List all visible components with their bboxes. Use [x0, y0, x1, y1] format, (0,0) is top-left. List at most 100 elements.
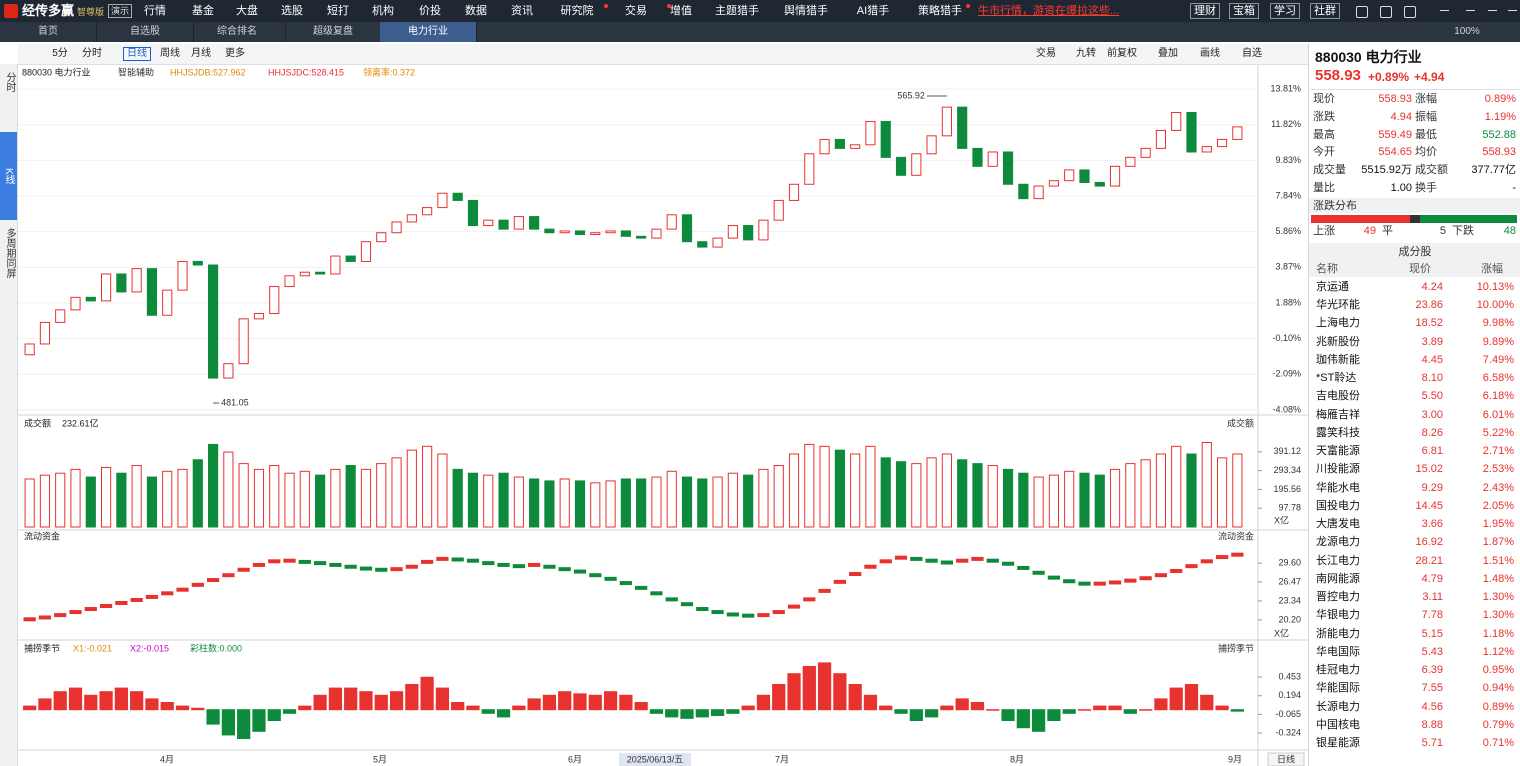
bar: [941, 453, 952, 528]
bar: [986, 709, 1000, 711]
window-control[interactable]: [1466, 10, 1475, 11]
bar: [758, 468, 769, 528]
menu-item[interactable]: 基金: [192, 5, 214, 17]
stock-name[interactable]: 南网能源: [1316, 572, 1360, 585]
stock-name[interactable]: 上海电力: [1316, 317, 1360, 330]
quote-label: 量比: [1313, 182, 1335, 194]
menu-item[interactable]: 研究院: [560, 5, 594, 17]
candle: [1079, 169, 1090, 183]
menu-item[interactable]: 大盘: [236, 5, 258, 17]
tab[interactable]: 电力行业: [380, 22, 477, 42]
stock-name[interactable]: 梅雁吉祥: [1316, 408, 1360, 421]
stock-name[interactable]: 长江电力: [1316, 554, 1360, 567]
tool-button[interactable]: 前复权: [1107, 48, 1137, 59]
bar: [114, 687, 128, 711]
stock-name[interactable]: 中国核电: [1316, 718, 1360, 731]
tab[interactable]: 超级复盘: [285, 22, 382, 42]
stock-name[interactable]: 露笑科技: [1316, 426, 1360, 439]
bar: [850, 453, 861, 528]
stock-name[interactable]: 晋控电力: [1316, 591, 1360, 604]
menu-item[interactable]: 机构: [372, 5, 394, 17]
stock-name[interactable]: 华电国际: [1316, 645, 1360, 658]
period-button[interactable]: 周线: [160, 48, 180, 59]
stock-name[interactable]: 国投电力: [1316, 499, 1360, 512]
stock-name[interactable]: *ST聆达: [1316, 372, 1357, 385]
stock-name[interactable]: 桂冠电力: [1316, 664, 1360, 677]
stock-name[interactable]: 大唐发电: [1316, 518, 1360, 531]
menu-item[interactable]: 选股: [281, 5, 303, 17]
bar: [39, 474, 51, 528]
period-button[interactable]: 分时: [82, 48, 102, 59]
tool-button[interactable]: 九转: [1076, 48, 1096, 59]
top-button[interactable]: 学习: [1270, 3, 1300, 19]
y-tick-label: -0.065: [1275, 709, 1301, 719]
stock-price: 3.00: [1421, 408, 1443, 421]
stock-name[interactable]: 浙能电力: [1316, 627, 1360, 640]
menu-item[interactable]: 价投: [419, 5, 441, 17]
tab[interactable]: 综合排名: [189, 22, 286, 42]
sidebar-item[interactable]: 多周期同屏: [4, 228, 15, 278]
menu-item[interactable]: 资讯: [511, 5, 533, 17]
stock-price: 4.79: [1421, 572, 1443, 585]
bar: [298, 705, 312, 711]
candle: [1125, 156, 1136, 167]
quote-value: 558.93: [1482, 146, 1516, 159]
stock-name[interactable]: 龙源电力: [1316, 536, 1360, 549]
window-control[interactable]: [1508, 10, 1517, 11]
stock-name[interactable]: 华能国际: [1316, 682, 1360, 695]
stock-name[interactable]: 京运通: [1316, 281, 1349, 293]
menu-item[interactable]: AI猎手: [856, 5, 890, 17]
stock-name[interactable]: 华光环能: [1316, 299, 1360, 312]
menu-item[interactable]: 交易: [625, 5, 647, 17]
tab[interactable]: 自选股: [97, 22, 194, 42]
menu-item[interactable]: 数据: [465, 5, 487, 17]
stock-name[interactable]: 银星能源: [1316, 737, 1360, 749]
flow-dash: [772, 610, 785, 615]
stock-name[interactable]: 长源电力: [1316, 700, 1360, 713]
stock-name[interactable]: 兆新股份: [1316, 335, 1360, 348]
tool-button[interactable]: 交易: [1036, 48, 1056, 59]
toolbar-icon[interactable]: [1356, 6, 1368, 18]
top-button[interactable]: 理财: [1190, 3, 1220, 19]
period-button[interactable]: 月线: [191, 48, 211, 59]
window-control[interactable]: [1488, 10, 1497, 11]
tool-button[interactable]: 叠加: [1158, 48, 1178, 59]
period-button[interactable]: 更多: [225, 48, 245, 59]
tool-button[interactable]: 画线: [1200, 48, 1220, 59]
menu-item[interactable]: 舆情猎手: [784, 5, 828, 17]
top-button[interactable]: 社群: [1310, 3, 1340, 19]
stock-name[interactable]: 华能水电: [1316, 481, 1360, 494]
bar: [435, 687, 450, 711]
menu-item[interactable]: 主题猎手: [715, 5, 759, 17]
window-control[interactable]: [1440, 10, 1449, 11]
column-header: 涨幅: [1481, 263, 1503, 275]
toolbar-icon[interactable]: [1404, 6, 1416, 18]
stock-name[interactable]: 吉电股份: [1316, 390, 1360, 403]
sidebar-item[interactable]: K线: [0, 132, 17, 220]
stock-change: 1.48%: [1482, 572, 1514, 585]
menu-item[interactable]: 行情: [144, 5, 166, 17]
tool-button[interactable]: 自选: [1242, 48, 1262, 59]
stock-name[interactable]: 川投能源: [1316, 463, 1360, 476]
tab[interactable]: 首页: [0, 22, 97, 42]
flow-dash: [130, 597, 143, 602]
stock-name[interactable]: 珈伟新能: [1316, 353, 1360, 366]
period-button[interactable]: 日线: [123, 47, 151, 61]
sidebar-item[interactable]: 分时: [4, 72, 15, 92]
promo-link[interactable]: 牛市行情，游资在爆拉这些...: [978, 5, 1120, 17]
top-button[interactable]: 宝箱: [1229, 3, 1259, 19]
menu-item[interactable]: 短打: [327, 5, 349, 17]
menu-item[interactable]: 增值: [670, 5, 692, 17]
stock-change: 1.18%: [1482, 627, 1514, 640]
stock-name[interactable]: 华银电力: [1316, 609, 1360, 622]
stock-name[interactable]: 天富能源: [1316, 445, 1360, 458]
menu-item[interactable]: 策略猎手: [918, 5, 962, 17]
top-bar: [0, 0, 1520, 22]
flow-dash: [833, 579, 846, 584]
candle: [895, 156, 907, 176]
stock-change: 0.89%: [1482, 700, 1514, 713]
toolbar-icon[interactable]: [1380, 6, 1392, 18]
stock-price: 3.66: [1421, 518, 1443, 531]
flow-dash: [38, 615, 52, 620]
period-button[interactable]: 5分: [52, 48, 68, 59]
